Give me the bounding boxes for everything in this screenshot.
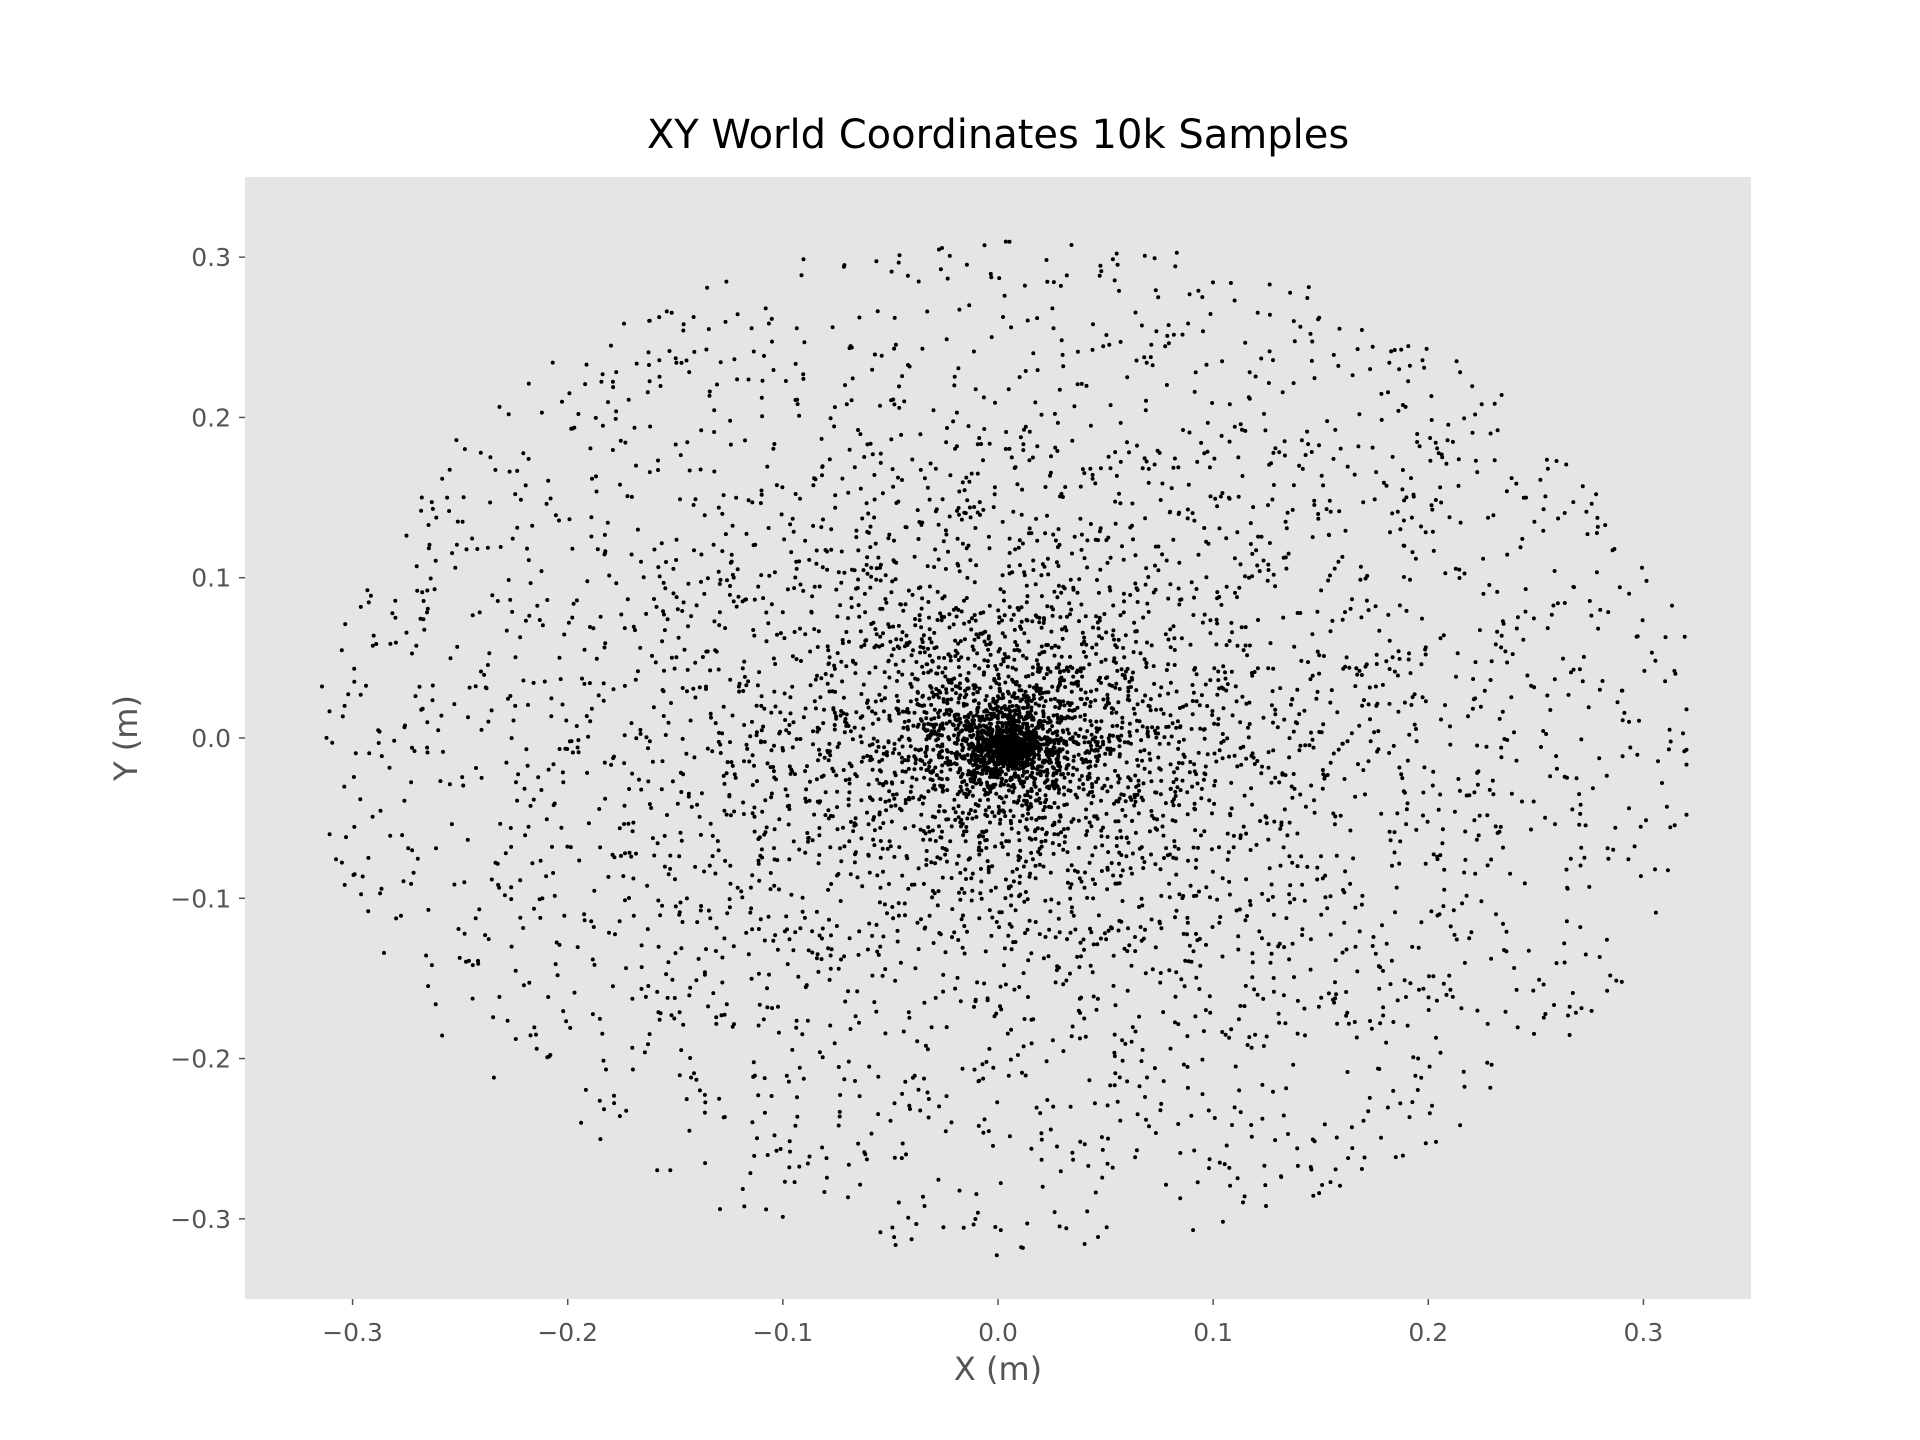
chart-title: XY World Coordinates 10k Samples bbox=[647, 112, 1349, 158]
y-tick-label: 0.3 bbox=[191, 243, 231, 272]
x-tick-label: 0.2 bbox=[1408, 1318, 1448, 1347]
y-tick-label: −0.1 bbox=[170, 884, 231, 913]
y-tick-label: 0.2 bbox=[191, 403, 231, 432]
x-tick-label: 0.0 bbox=[978, 1318, 1018, 1347]
scatter-point bbox=[320, 239, 1689, 1258]
x-axis-ticks: −0.3 −0.2 −0.1 0.0 0.1 0.2 0.3 bbox=[322, 1299, 1663, 1347]
x-tick-label: 0.3 bbox=[1624, 1318, 1664, 1347]
y-axis-ticks: −0.3 −0.2 −0.1 0.0 0.1 0.2 0.3 bbox=[170, 243, 245, 1234]
x-tick-label: −0.3 bbox=[322, 1318, 383, 1347]
y-tick-label: −0.2 bbox=[170, 1045, 231, 1074]
x-axis-label: X (m) bbox=[954, 1350, 1042, 1388]
data-points bbox=[320, 239, 1689, 1258]
y-tick-label: 0.1 bbox=[191, 564, 231, 593]
x-tick-label: −0.1 bbox=[752, 1318, 813, 1347]
y-axis-label: Y (m) bbox=[107, 695, 145, 782]
x-tick-label: 0.1 bbox=[1193, 1318, 1233, 1347]
y-tick-label: −0.3 bbox=[170, 1205, 231, 1234]
x-tick-label: −0.2 bbox=[537, 1318, 598, 1347]
y-tick-label: 0.0 bbox=[191, 724, 231, 753]
